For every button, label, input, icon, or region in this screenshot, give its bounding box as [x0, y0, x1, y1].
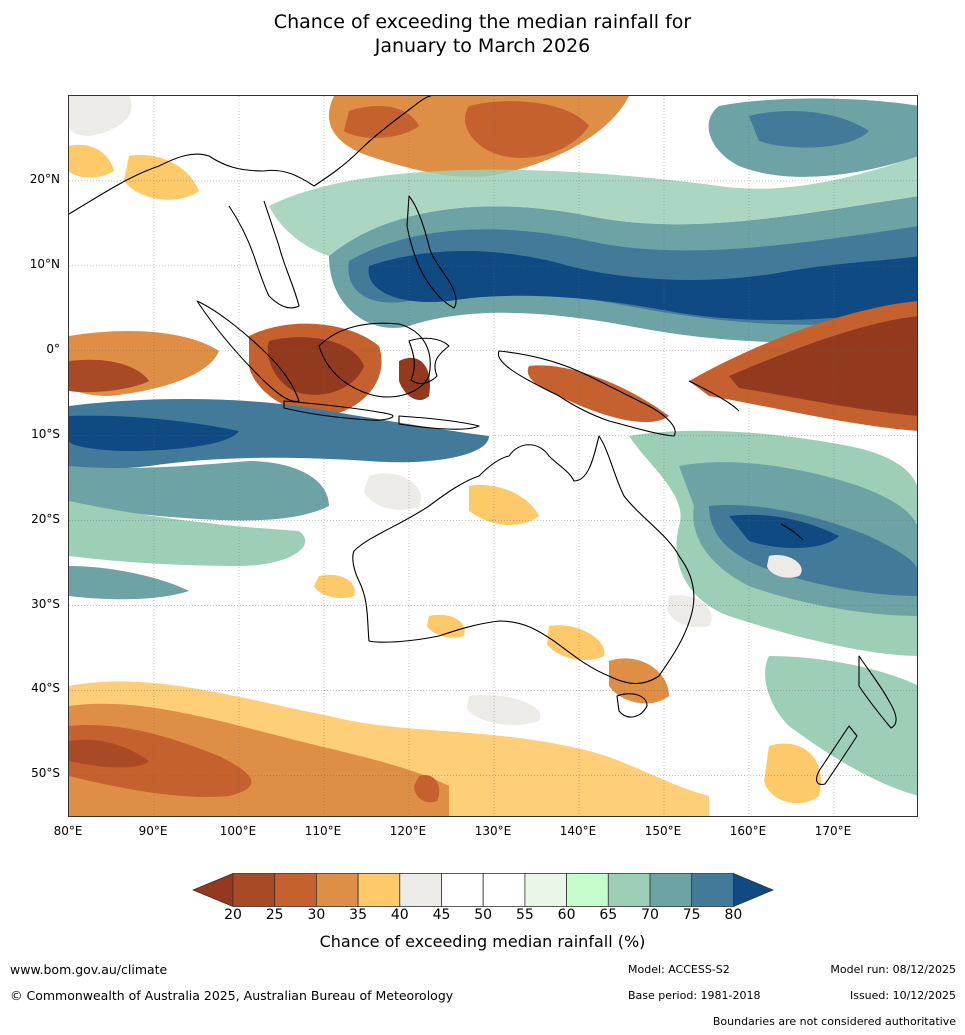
graticule	[69, 96, 917, 816]
lon-label: 110°E	[304, 824, 342, 838]
colorbar-segment	[232, 873, 276, 907]
lat-label: 20°N	[29, 172, 60, 186]
lat-label: 0°	[46, 341, 60, 356]
colorbar-tick-label: 55	[515, 907, 534, 923]
footer-model: Model: ACCESS-S2	[628, 963, 730, 976]
map-title: Chance of exceeding the median rainfall …	[0, 10, 965, 58]
colorbar-label: Chance of exceeding median rainfall (%)	[319, 932, 646, 951]
lon-label: 100°E	[219, 824, 257, 838]
probability-field	[69, 96, 917, 816]
lat-label: 10°S	[31, 426, 60, 441]
map-panel[interactable]	[68, 95, 918, 817]
footer-copyright: © Commonwealth of Australia 2025, Austra…	[10, 988, 454, 1003]
footer-issued: Issued: 10/12/2025	[849, 989, 956, 1002]
title-line-1: Chance of exceeding the median rainfall …	[273, 11, 692, 33]
colorbar-tick-label: 25	[265, 907, 284, 923]
title-line-2: January to March 2026	[374, 35, 591, 57]
colorbar-tick-label: 35	[349, 907, 367, 923]
colorbar-segment	[274, 873, 317, 907]
colorbar-tick-label: 60	[557, 907, 576, 923]
colorbar	[192, 873, 774, 907]
lon-label: 80°E	[53, 824, 83, 838]
lon-label: 170°E	[814, 824, 852, 838]
colorbar-segment	[607, 873, 651, 907]
colorbar-tick-label: 70	[641, 907, 659, 923]
lon-label: 90°E	[138, 824, 168, 838]
lon-label: 150°E	[644, 824, 682, 838]
colorbar-segment	[524, 873, 567, 907]
colorbar-tick-label: 65	[599, 907, 618, 923]
footer-disclaimer: Boundaries are not considered authoritat…	[712, 1015, 956, 1028]
rainfall-map	[69, 96, 917, 816]
lat-label: 40°S	[31, 681, 60, 696]
colorbar-tick-label: 20	[224, 907, 242, 923]
colorbar-low-extend	[192, 873, 234, 907]
lon-label: 160°E	[729, 824, 767, 838]
colorbar-tick-label: 50	[474, 907, 493, 923]
colorbar-high-extend	[733, 873, 774, 907]
lon-label: 140°E	[559, 824, 597, 838]
lat-label: 20°S	[31, 511, 60, 526]
colorbar-segment	[357, 873, 401, 907]
footer-model-run: Model run: 08/12/2025	[830, 963, 956, 976]
colorbar-tick-label: 80	[724, 907, 743, 923]
colorbar-tick-label: 30	[307, 907, 326, 923]
colorbar-segment	[649, 873, 693, 907]
colorbar-segment	[566, 873, 609, 907]
colorbar-tick-label: 75	[682, 907, 701, 923]
colorbar-tick-label: 45	[432, 907, 451, 923]
colorbar-segment	[691, 873, 734, 907]
colorbar-tick-label: 40	[390, 907, 409, 923]
colorbar-segment	[482, 873, 526, 907]
footer-url[interactable]: www.bom.gov.au/climate	[10, 962, 168, 977]
colorbar-segment	[441, 873, 484, 907]
lat-label: 10°N	[29, 256, 60, 271]
lon-label: 130°E	[474, 824, 512, 838]
lat-label: 50°S	[31, 766, 60, 781]
colorbar-segment	[316, 873, 359, 907]
lat-label: 30°S	[31, 596, 60, 611]
lon-label: 120°E	[389, 824, 427, 838]
coastlines	[69, 96, 897, 785]
footer-base-period: Base period: 1981-2018	[628, 989, 761, 1002]
colorbar-segment	[399, 873, 442, 907]
